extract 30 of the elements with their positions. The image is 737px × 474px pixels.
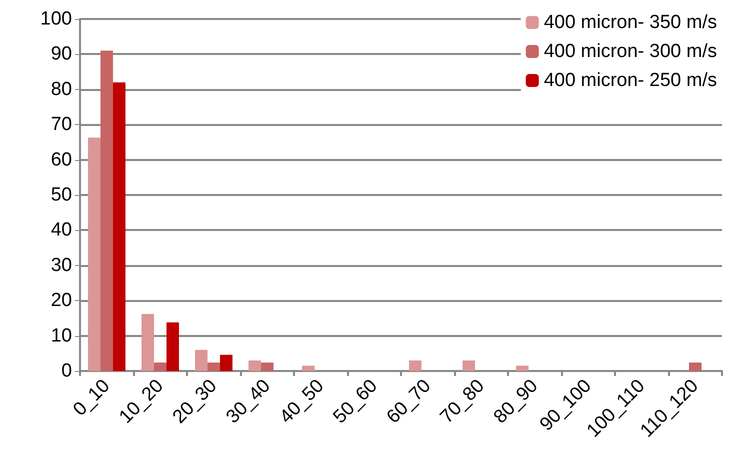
bar <box>302 366 315 371</box>
y-tick-label: 0 <box>61 360 72 382</box>
y-tick-label: 70 <box>50 114 72 136</box>
y-tick-label: 80 <box>50 78 72 100</box>
y-tick-label: 60 <box>50 149 72 170</box>
bar <box>261 362 274 371</box>
bar <box>166 322 179 371</box>
bar <box>88 138 101 371</box>
y-tick-label: 90 <box>50 44 72 65</box>
bar <box>112 82 126 371</box>
bar <box>220 354 232 371</box>
y-tick-label: 40 <box>50 220 72 241</box>
y-tick-label: 100 <box>40 8 72 30</box>
bar <box>248 360 262 371</box>
bar <box>689 362 702 371</box>
legend-label: 400 micron- 350 m/s <box>544 12 718 33</box>
y-tick-label: 30 <box>50 254 72 276</box>
y-tick-label: 20 <box>50 290 72 312</box>
y-tick-label: 50 <box>50 184 72 206</box>
bar <box>195 350 208 371</box>
bar <box>462 360 476 371</box>
bar <box>100 50 113 371</box>
legend-label: 400 micron- 300 m/s <box>544 41 718 62</box>
bar <box>154 362 166 371</box>
bar <box>142 314 154 371</box>
y-tick-label: 10 <box>50 325 72 346</box>
bar <box>409 360 422 371</box>
bar <box>516 366 529 371</box>
legend-label: 400 micron- 250 m/s <box>544 70 718 91</box>
bar <box>208 362 220 371</box>
